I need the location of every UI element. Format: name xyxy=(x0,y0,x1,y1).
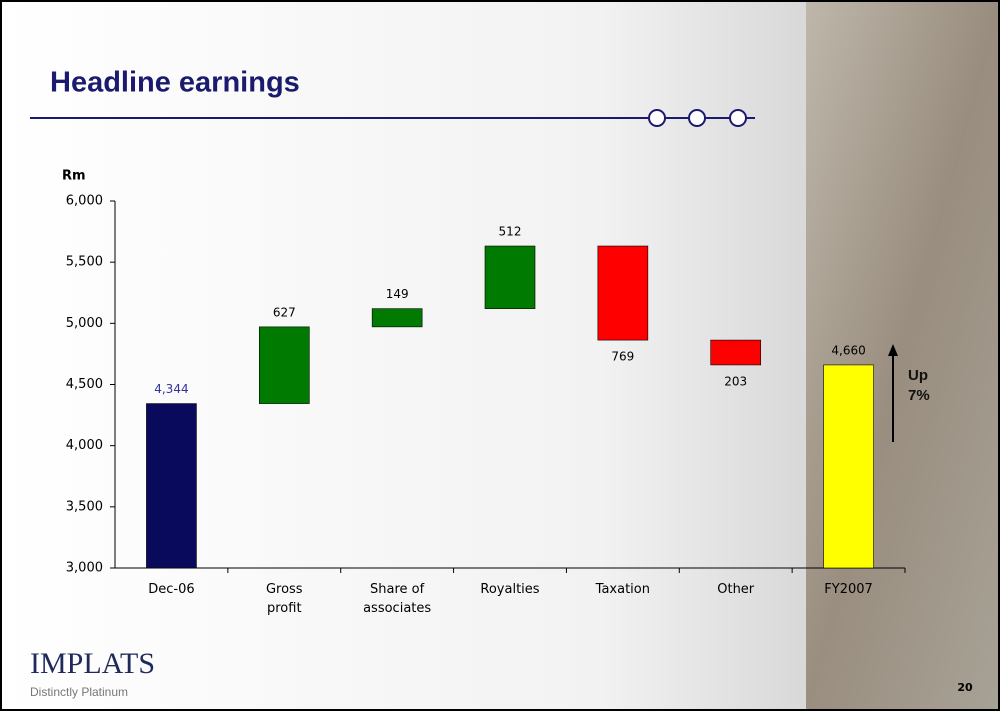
photo xyxy=(806,1,999,710)
y-tick-label: 3,500 xyxy=(66,499,103,514)
y-tick-label: 4,500 xyxy=(66,377,103,392)
x-tick-label: Royalties xyxy=(480,582,540,597)
x-tick-label-box: FY2007 xyxy=(824,582,873,597)
annotation-box: Up 7% xyxy=(908,367,930,404)
x-tick-label: Dec-06 xyxy=(148,582,195,597)
x-tick-label-box: Royalties xyxy=(480,582,540,597)
bar xyxy=(823,364,874,569)
x-tick-label-box: Dec-06 xyxy=(148,582,195,597)
y-tick-label: 4,000 xyxy=(66,438,103,453)
bar xyxy=(597,245,649,341)
logo-name: IMPLATS xyxy=(30,647,155,680)
x-tick-label-box: Taxation xyxy=(595,582,650,597)
bar xyxy=(484,245,536,309)
annotation: Up 7% xyxy=(908,367,930,404)
bar xyxy=(146,403,197,569)
x-tick-label-box: Other xyxy=(717,582,755,597)
title-rule xyxy=(30,109,755,127)
slide-title: Headline earnings xyxy=(50,67,300,99)
y-tick-label: 5,500 xyxy=(66,255,103,270)
bar xyxy=(258,326,310,404)
value-label: 4,344 xyxy=(154,382,188,396)
page-number: 20 xyxy=(957,681,973,694)
y-tick-label: 3,000 xyxy=(66,561,103,576)
x-tick-label-box: Gross profit xyxy=(265,582,303,616)
y-tick-label: 6,000 xyxy=(66,194,103,209)
x-tick-label: Taxation xyxy=(595,582,650,597)
value-label: 769 xyxy=(611,350,634,364)
bar xyxy=(710,339,762,366)
x-tick-label: FY2007 xyxy=(824,582,873,597)
value-label: 203 xyxy=(724,374,747,388)
annotation-arrow xyxy=(888,344,898,442)
value-label: 627 xyxy=(273,305,296,319)
bar xyxy=(371,308,423,328)
value-label: 512 xyxy=(499,225,522,239)
y-tick-label: 5,000 xyxy=(66,316,103,331)
x-tick-label: Other xyxy=(717,582,755,597)
x-tick-label: Gross profit xyxy=(265,582,303,616)
x-tick-label: Share of associates xyxy=(363,582,432,616)
y-axis-label: Rm xyxy=(62,169,86,184)
value-label: 4,660 xyxy=(831,343,865,357)
logo-tagline: Distinctly Platinum xyxy=(30,685,128,699)
value-label: 149 xyxy=(386,287,409,301)
x-tick-label-box: Share of associates xyxy=(363,582,432,616)
